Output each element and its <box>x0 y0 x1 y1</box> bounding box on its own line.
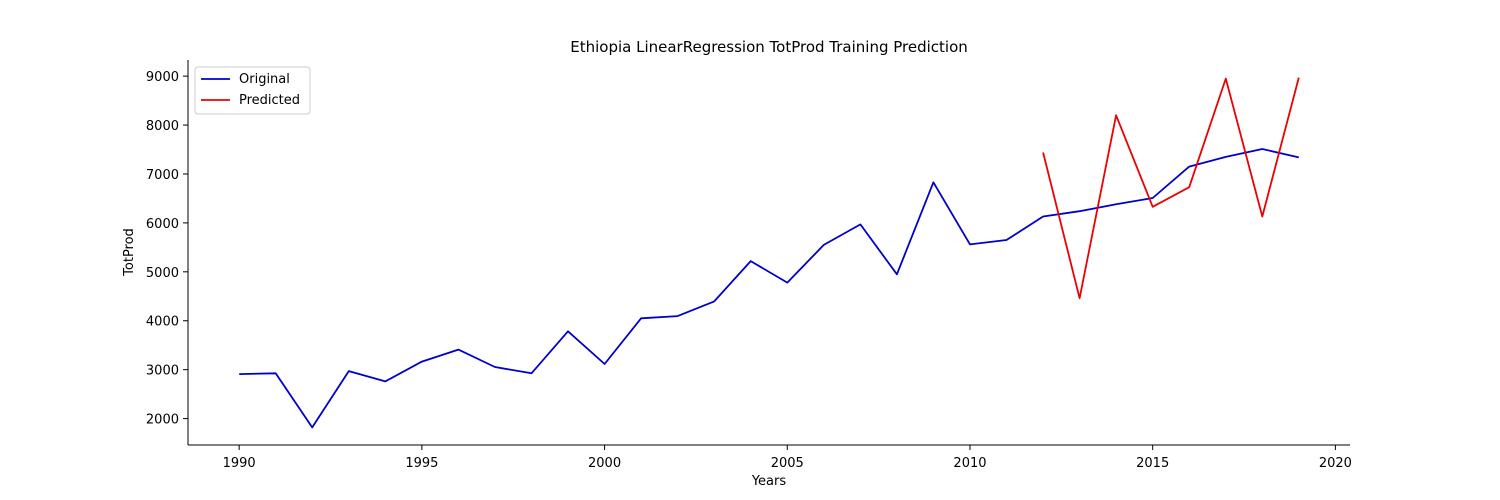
chart-title: Ethiopia LinearRegression TotProd Traini… <box>570 38 968 56</box>
y-tick-label: 5000 <box>146 266 179 281</box>
x-tick-label: 2010 <box>953 456 986 471</box>
y-tick-label: 7000 <box>146 168 179 183</box>
y-tick-label: 3000 <box>146 364 179 379</box>
series-layer <box>239 77 1300 429</box>
legend-label-predicted: Predicted <box>239 93 300 108</box>
y-tick-label: 4000 <box>146 315 179 330</box>
x-tick-label: 2020 <box>1319 456 1352 471</box>
y-tick-label: 2000 <box>146 413 179 428</box>
legend: Original Predicted <box>194 66 311 115</box>
x-axis-title: Years <box>751 474 787 489</box>
x-tick-label: 1995 <box>405 456 438 471</box>
y-axis-ticks: 2000 3000 4000 5000 6000 7000 8000 9000 <box>146 70 188 428</box>
y-tick-label: 8000 <box>146 119 179 134</box>
y-tick-label: 9000 <box>146 70 179 85</box>
x-tick-label: 2015 <box>1136 456 1169 471</box>
x-tick-label: 2000 <box>588 456 621 471</box>
x-axis-ticks: 1990 1995 2000 2005 2010 2015 2020 <box>223 445 1352 471</box>
series-line-predicted <box>1042 77 1300 300</box>
legend-label-original: Original <box>239 72 290 87</box>
x-tick-label: 2005 <box>771 456 804 471</box>
series-line-original <box>239 148 1300 429</box>
y-tick-label: 6000 <box>146 217 179 232</box>
x-tick-label: 1990 <box>223 456 256 471</box>
y-axis-title: TotProd <box>122 228 137 277</box>
